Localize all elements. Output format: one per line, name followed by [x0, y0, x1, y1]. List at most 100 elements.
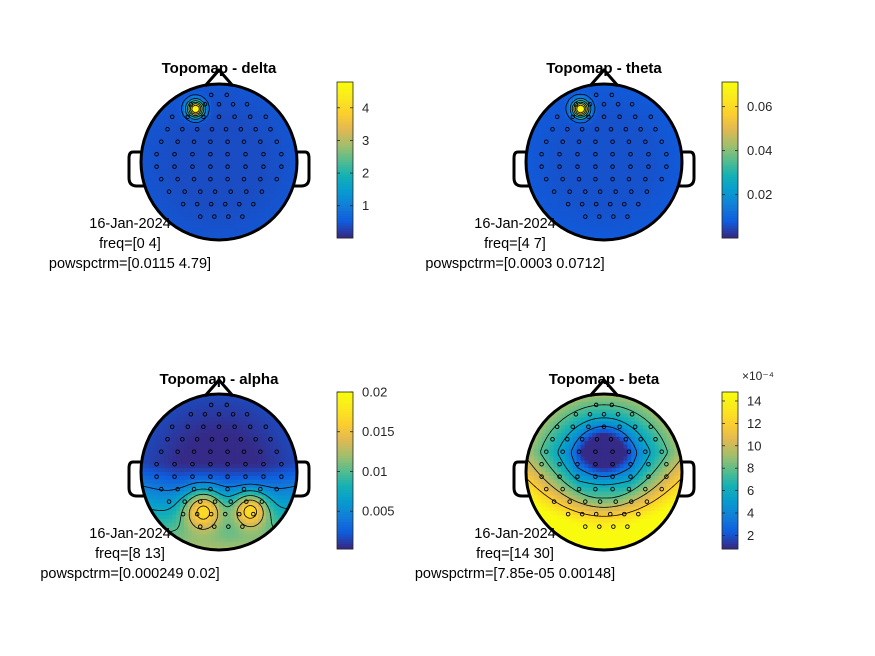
heat-cell [565, 103, 570, 108]
heat-cell [658, 181, 664, 186]
heat-cell [234, 468, 240, 473]
contour-segment [197, 112, 202, 116]
heat-cell [588, 95, 593, 101]
heat-cell [623, 115, 628, 120]
heat-cell [265, 107, 271, 112]
heat-cell [600, 185, 605, 190]
heat-cell [611, 169, 617, 175]
heat-cell [269, 158, 275, 163]
heat-cell [261, 169, 267, 175]
heat-cell [584, 162, 589, 167]
heat-cell [592, 208, 597, 214]
heat-cell [580, 95, 586, 101]
contour-segment [196, 111, 199, 113]
heat-cell [273, 460, 279, 465]
electrode-marker [274, 139, 279, 144]
heat-cell [250, 436, 255, 442]
heat-cell [222, 429, 228, 434]
heat-cell [195, 189, 201, 194]
electrode-marker [208, 164, 213, 169]
heat-cell [639, 169, 644, 175]
heat-cell [273, 185, 279, 190]
heat-cell [572, 224, 578, 229]
heat-cell [565, 201, 570, 206]
heat-cell [654, 201, 660, 206]
heat-cell [238, 538, 243, 543]
heat-cell [164, 212, 169, 218]
contour-segment [188, 498, 191, 501]
heat-cell [623, 154, 628, 159]
heat-cell [199, 503, 204, 508]
heat-cell [537, 189, 543, 194]
heat-cell [172, 216, 177, 222]
heat-cell [176, 433, 181, 438]
heat-cell [246, 409, 251, 415]
heat-cell [222, 126, 228, 132]
heat-cell [258, 119, 263, 124]
heat-cell [604, 228, 609, 233]
heat-cell [160, 503, 165, 508]
heat-cell [230, 130, 236, 136]
heat-cell [226, 208, 232, 214]
heat-cell [168, 433, 173, 438]
heat-cell [176, 514, 181, 520]
heat-cell [203, 173, 208, 179]
heat-cell [561, 134, 566, 140]
heat-cell [211, 208, 216, 214]
heat-cell [643, 193, 648, 198]
contour-segment [263, 493, 266, 496]
heat-cell [588, 119, 593, 124]
heat-cell [164, 429, 169, 434]
heat-cell [576, 134, 582, 140]
heat-cell [187, 518, 193, 524]
heat-cell [568, 130, 574, 136]
heat-cell [269, 417, 275, 422]
heat-cell [203, 119, 208, 124]
heat-cell [211, 487, 216, 493]
heat-cell [265, 126, 271, 132]
colorbar-band [722, 101, 738, 105]
heat-cell [580, 87, 586, 93]
heat-cell [168, 429, 173, 434]
heat-cell [207, 421, 212, 426]
heat-cell [607, 193, 613, 198]
heat-cell [662, 134, 667, 140]
heat-cell [222, 468, 228, 473]
heat-cell [639, 146, 644, 151]
colorbar-band [337, 177, 353, 180]
heat-cell [207, 123, 212, 128]
heat-cell [230, 401, 236, 407]
heat-cell [168, 134, 173, 140]
heat-cell [222, 394, 228, 399]
heat-cell [219, 119, 224, 124]
heat-cell [565, 212, 570, 218]
heat-cell [195, 452, 201, 457]
heat-cell [222, 448, 228, 454]
heat-cell [152, 452, 158, 457]
heat-cell [265, 142, 271, 147]
heat-cell [219, 197, 224, 202]
contour-segment [255, 490, 259, 493]
electrode-marker [643, 139, 648, 144]
contour-segment [185, 493, 189, 496]
electrode-marker [646, 151, 651, 157]
heat-cell [285, 452, 290, 457]
heat-cell [187, 409, 193, 415]
heat-cell [168, 511, 173, 516]
heat-cell [277, 134, 282, 140]
heat-cell [561, 181, 566, 186]
heat-cell [156, 134, 162, 140]
electrode-marker [601, 102, 607, 107]
heat-cell [187, 401, 193, 407]
electrode-marker [208, 139, 213, 144]
heat-cell [250, 468, 255, 473]
heat-cell [187, 95, 193, 101]
heat-cell [611, 228, 617, 233]
electrode-marker [225, 164, 230, 169]
heat-cell [215, 499, 220, 504]
heat-cell [666, 197, 671, 202]
heat-cell [557, 181, 562, 186]
heat-cell [635, 115, 640, 120]
heat-cell [195, 95, 201, 101]
heat-cell [148, 158, 154, 163]
